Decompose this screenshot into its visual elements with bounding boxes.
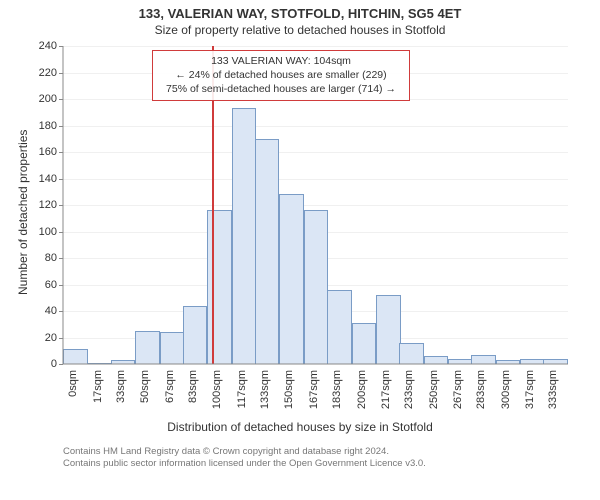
x-tick-label: 100sqm [211, 370, 223, 409]
histogram-bar [424, 356, 449, 364]
histogram-bar [255, 139, 280, 364]
histogram-bar [496, 360, 521, 364]
footer-line-1: Contains HM Land Registry data © Crown c… [63, 446, 426, 458]
y-tick-mark [59, 364, 63, 365]
histogram-bar [543, 359, 568, 364]
y-tick-mark [59, 311, 63, 312]
x-tick-label: 0sqm [67, 370, 79, 397]
histogram-bar [399, 343, 424, 364]
histogram-bar [304, 210, 329, 364]
x-tick-label: 67sqm [164, 370, 176, 403]
x-axis-label: Distribution of detached houses by size … [0, 420, 600, 434]
y-tick-mark [59, 126, 63, 127]
x-tick-label: 250sqm [428, 370, 440, 409]
histogram-bar [232, 108, 257, 364]
annotation-box: 133 VALERIAN WAY: 104sqm ← 24% of detach… [152, 50, 410, 101]
x-tick-label: 133sqm [259, 370, 271, 409]
y-tick-mark [59, 285, 63, 286]
x-tick-label: 233sqm [403, 370, 415, 409]
x-tick-label: 33sqm [115, 370, 127, 403]
histogram-bar [352, 323, 377, 364]
chart-subtitle: Size of property relative to detached ho… [0, 21, 600, 41]
gridline [63, 126, 568, 127]
gridline [63, 46, 568, 47]
histogram-bar [63, 349, 88, 364]
histogram-bar [471, 355, 496, 364]
x-tick-label: 50sqm [139, 370, 151, 403]
histogram-bar [327, 290, 352, 364]
annotation-line-3: 75% of semi-detached houses are larger (… [159, 82, 403, 96]
footer-line-2: Contains public sector information licen… [63, 458, 426, 470]
gridline [63, 152, 568, 153]
y-tick-mark [59, 99, 63, 100]
histogram-bar [111, 360, 136, 364]
gridline [63, 179, 568, 180]
x-tick-label: 183sqm [331, 370, 343, 409]
y-tick-mark [59, 73, 63, 74]
y-tick-mark [59, 46, 63, 47]
y-tick-mark [59, 179, 63, 180]
x-tick-label: 217sqm [380, 370, 392, 409]
y-tick-mark [59, 232, 63, 233]
chart-address-title: 133, VALERIAN WAY, STOTFOLD, HITCHIN, SG… [0, 0, 600, 21]
y-tick-mark [59, 258, 63, 259]
footer-attribution: Contains HM Land Registry data © Crown c… [63, 446, 426, 471]
histogram-bar [207, 210, 232, 364]
annotation-line-1: 133 VALERIAN WAY: 104sqm [159, 54, 403, 68]
x-tick-label: 267sqm [452, 370, 464, 409]
histogram-bar [279, 194, 304, 364]
x-tick-label: 333sqm [547, 370, 559, 409]
x-tick-label: 200sqm [356, 370, 368, 409]
x-tick-label: 283sqm [475, 370, 487, 409]
histogram-bar [135, 331, 160, 364]
histogram-bar [183, 306, 208, 364]
y-tick-mark [59, 205, 63, 206]
x-tick-label: 117sqm [236, 370, 248, 408]
x-tick-label: 167sqm [308, 370, 320, 409]
x-tick-label: 17sqm [92, 370, 104, 403]
histogram-bar [520, 359, 545, 364]
x-tick-label: 300sqm [500, 370, 512, 409]
histogram-bar [160, 332, 185, 364]
histogram-bar [448, 359, 473, 364]
x-tick-label: 83sqm [187, 370, 199, 403]
gridline [63, 205, 568, 206]
histogram-bar [88, 363, 113, 364]
y-axis-label: Number of detached properties [16, 130, 30, 295]
y-tick-mark [59, 152, 63, 153]
annotation-line-2: ← 24% of detached houses are smaller (22… [159, 68, 403, 82]
x-tick-label: 317sqm [524, 370, 536, 409]
x-tick-label: 150sqm [283, 370, 295, 409]
histogram-bar [376, 295, 401, 364]
y-tick-mark [59, 338, 63, 339]
